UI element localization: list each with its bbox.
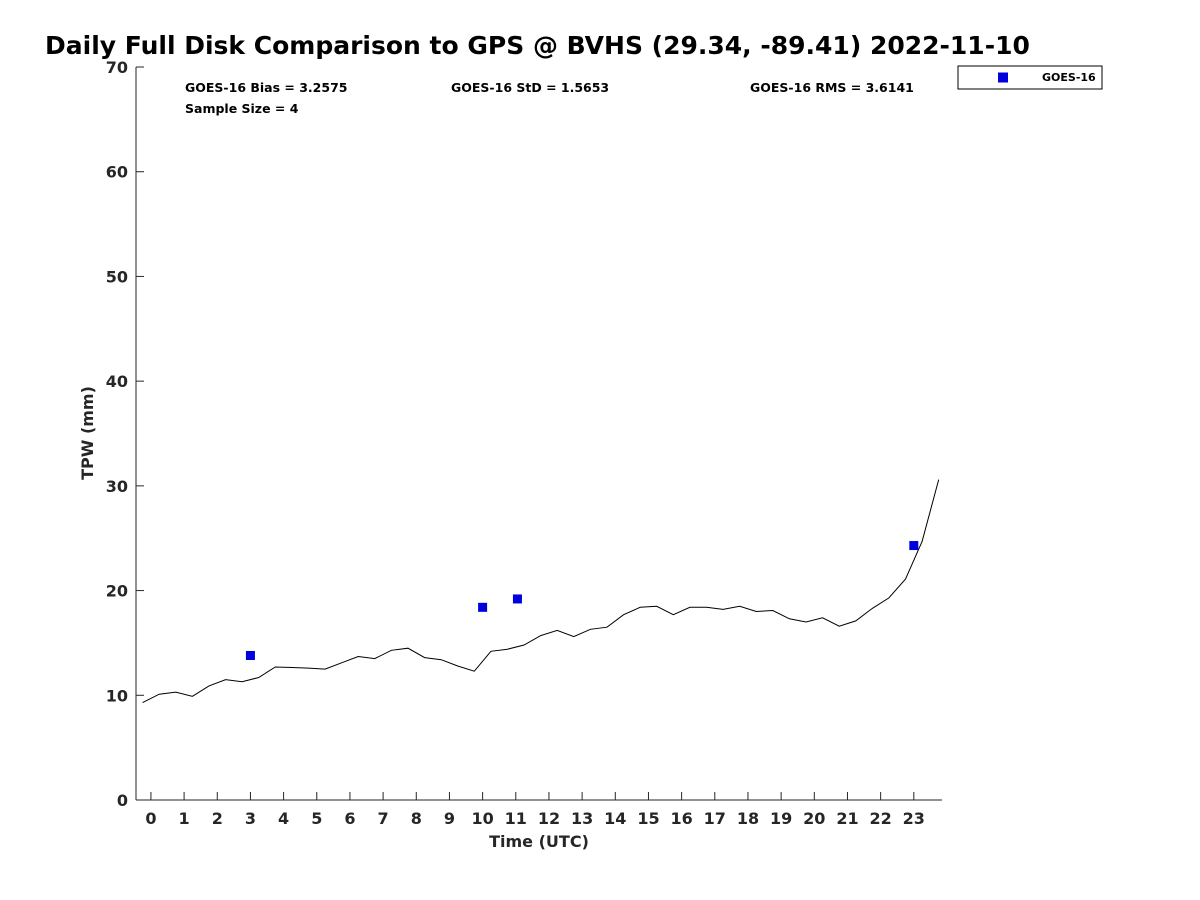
std-annotation: GOES-16 StD = 1.5653 [451,80,609,95]
y-axis-ticks: 0 10 20 30 40 50 60 70 [106,58,144,810]
x-tick-label: 14 [604,809,626,828]
stats-annotations: GOES-16 Bias = 3.2575 GOES-16 StD = 1.56… [185,80,914,116]
plot-area [135,67,942,801]
x-tick-label: 12 [538,809,560,828]
y-tick-label: 0 [117,791,128,810]
x-tick-label: 1 [179,809,190,828]
y-tick-label: 20 [106,582,128,601]
x-axis-label: Time (UTC) [489,832,589,851]
x-tick-label: 6 [344,809,355,828]
legend: GOES-16 [957,65,1103,90]
rms-annotation: GOES-16 RMS = 3.6141 [750,80,914,95]
x-tick-label: 16 [670,809,692,828]
y-tick-label: 60 [106,163,128,182]
x-tick-label: 8 [411,809,422,828]
x-tick-label: 7 [378,809,389,828]
x-tick-label: 5 [311,809,322,828]
x-tick-label: 9 [444,809,455,828]
x-tick-label: 3 [245,809,256,828]
x-tick-label: 2 [212,809,223,828]
x-tick-label: 4 [278,809,289,828]
y-axis-label: TPW (mm) [78,386,97,480]
series-layer [142,479,940,704]
x-tick-label: 19 [770,809,792,828]
x-tick-label: 10 [471,809,493,828]
x-tick-label: 22 [870,809,892,828]
x-tick-label: 17 [704,809,726,828]
x-tick-label: 11 [505,809,527,828]
sample-size-annotation: Sample Size = 4 [185,101,299,116]
legend-label-goes16: GOES-16 [1042,71,1096,84]
x-tick-label: 18 [737,809,759,828]
legend-box [957,65,1103,90]
y-tick-label: 50 [106,267,128,286]
y-tick-label: 40 [106,372,128,391]
bias-annotation: GOES-16 Bias = 3.2575 [185,80,347,95]
y-tick-label: 70 [106,58,128,77]
y-tick-label: 10 [106,686,128,705]
x-tick-label: 15 [637,809,659,828]
x-tick-label: 23 [903,809,925,828]
y-tick-label: 30 [106,477,128,496]
legend-marker-goes16 [998,72,1008,83]
x-axis-ticks: 0 1 2 3 4 5 6 7 8 9 10 11 12 13 14 15 16 17 18 19 20 21 22 23 [145,792,925,828]
goes16-point [478,602,488,612]
gps-tpw-line [142,479,940,704]
goes16-point [245,650,255,660]
x-tick-label: 21 [836,809,858,828]
chart-title: Daily Full Disk Comparison to GPS @ BVHS… [45,31,1030,60]
goes16-point [512,594,522,604]
x-tick-label: 20 [803,809,825,828]
x-tick-label: 13 [571,809,593,828]
goes16-point [909,541,919,551]
x-tick-label: 0 [145,809,156,828]
